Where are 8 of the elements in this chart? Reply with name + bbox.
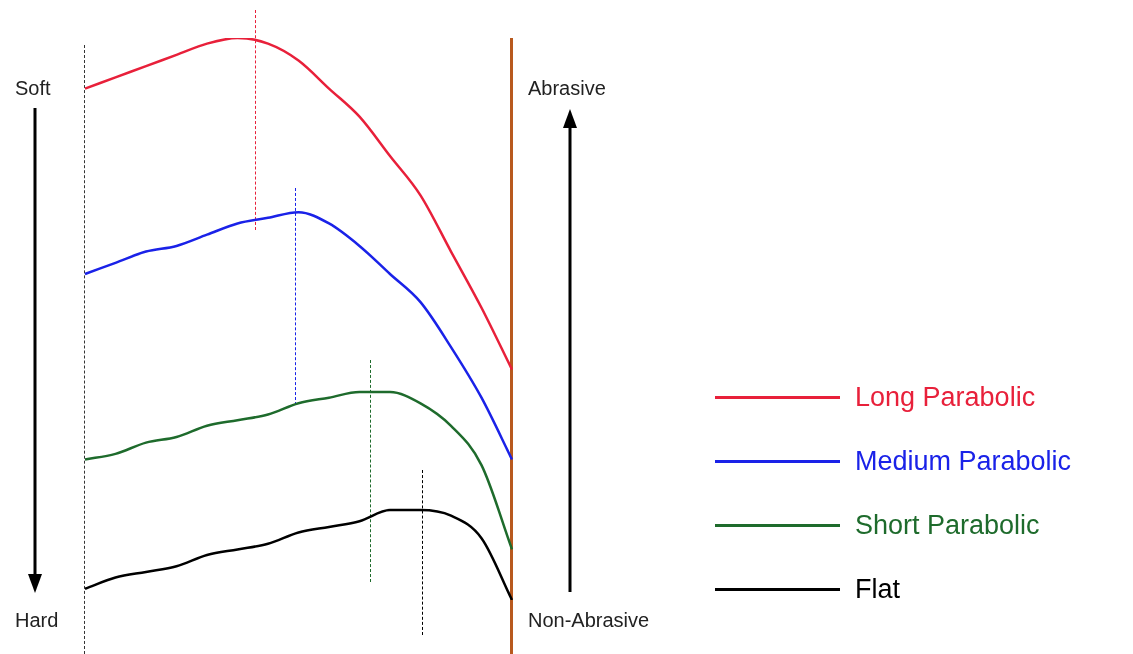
legend-label: Medium Parabolic [855,445,1072,477]
text: Hard [15,608,59,632]
text: Abrasive [528,76,606,100]
legend-label: Long Parabolic [855,381,1036,413]
legend-label: Short Parabolic [855,509,1040,541]
text: Non-Abrasive [528,608,650,632]
text: Soft [15,76,51,100]
legend-label: Flat [855,573,901,605]
